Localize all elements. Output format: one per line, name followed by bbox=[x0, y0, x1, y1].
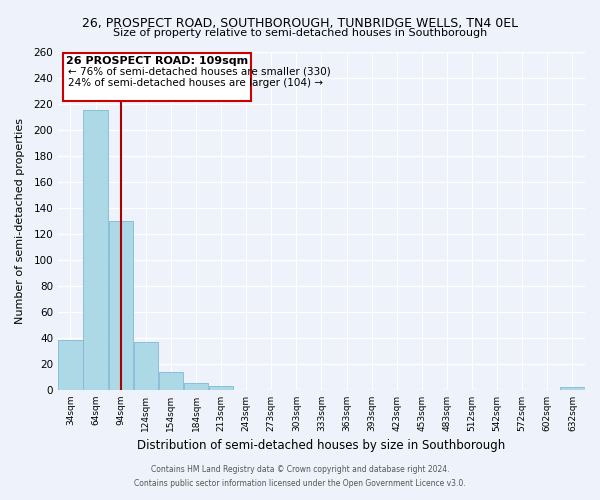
Bar bbox=[58, 340, 83, 390]
Y-axis label: Number of semi-detached properties: Number of semi-detached properties bbox=[15, 118, 25, 324]
Text: Size of property relative to semi-detached houses in Southborough: Size of property relative to semi-detach… bbox=[113, 28, 487, 38]
Text: ← 76% of semi-detached houses are smaller (330): ← 76% of semi-detached houses are smalle… bbox=[68, 66, 331, 76]
Bar bbox=[83, 110, 108, 390]
Bar bbox=[134, 342, 158, 390]
Text: 26 PROSPECT ROAD: 109sqm: 26 PROSPECT ROAD: 109sqm bbox=[66, 56, 248, 66]
Bar bbox=[109, 220, 133, 390]
Bar bbox=[209, 386, 233, 390]
X-axis label: Distribution of semi-detached houses by size in Southborough: Distribution of semi-detached houses by … bbox=[137, 440, 506, 452]
Bar bbox=[159, 372, 183, 390]
Text: Contains HM Land Registry data © Crown copyright and database right 2024.
Contai: Contains HM Land Registry data © Crown c… bbox=[134, 466, 466, 487]
Text: 24% of semi-detached houses are larger (104) →: 24% of semi-detached houses are larger (… bbox=[68, 78, 323, 88]
Bar bbox=[560, 388, 584, 390]
Bar bbox=[184, 384, 208, 390]
FancyBboxPatch shape bbox=[63, 53, 251, 101]
Text: 26, PROSPECT ROAD, SOUTHBOROUGH, TUNBRIDGE WELLS, TN4 0EL: 26, PROSPECT ROAD, SOUTHBOROUGH, TUNBRID… bbox=[82, 18, 518, 30]
